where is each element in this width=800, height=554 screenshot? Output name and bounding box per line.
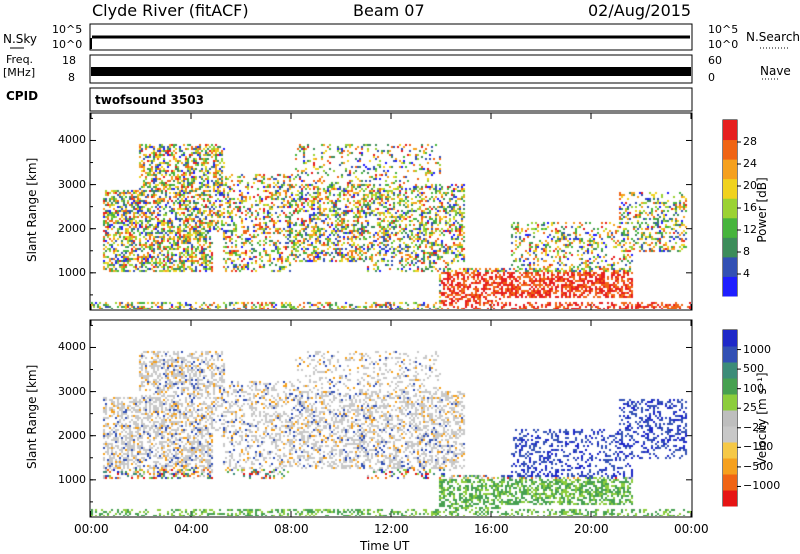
- cpid-panel-frame: [89, 87, 693, 112]
- velocity-colorbar-bin-7: [723, 378, 737, 395]
- date-title: 02/Aug/2015: [588, 1, 692, 20]
- xtick-label-5: 20:00: [574, 522, 609, 536]
- beam-title: Beam 07: [353, 1, 425, 20]
- power-colorbar-bin-4: [723, 198, 737, 219]
- velocity-colorbar-bin-8: [723, 362, 737, 379]
- power-colorbar-tick-8: 8: [743, 245, 750, 258]
- power-colorbar-bin-0: [723, 276, 737, 297]
- velocity-colorbar-tick-5: −100: [743, 440, 774, 454]
- xtick-label-2: 08:00: [274, 522, 309, 536]
- velocity-colorbar-bin-6: [723, 394, 737, 411]
- power-colorbar-label: Power [dB]: [755, 177, 769, 243]
- velocity-colorbar-tick-0: 1000: [743, 342, 771, 356]
- freq-trace: [91, 67, 691, 76]
- nsearch-tick-top: 10^5: [708, 23, 739, 36]
- velocity-colorbar-bin-3: [723, 442, 737, 459]
- xtick-label-1: 04:00: [174, 522, 209, 536]
- nsky-panel-frame: [89, 23, 693, 51]
- velocity-colorbar-tick-4: −25: [743, 420, 767, 434]
- power-colorbar-bin-2: [723, 237, 737, 258]
- power-colorbar-tick-24: 24: [743, 157, 757, 170]
- velocity-colorbar-bin-4: [723, 426, 737, 443]
- power-ylabel: Slant Range [km]: [25, 157, 39, 262]
- ytick-label-0-4000: 4000: [58, 133, 86, 147]
- ytick-label-1-4000: 4000: [58, 340, 86, 354]
- freq-tick-bottom: 8: [68, 71, 75, 84]
- cpid-value: twofsound 3503: [95, 93, 204, 107]
- ytick-label-1-2000: 2000: [58, 428, 86, 442]
- power-heatmap: [91, 114, 691, 309]
- velocity-colorbar-tick-6: −500: [743, 459, 774, 473]
- freq-label: Freq.: [6, 53, 34, 66]
- ytick-label-0-3000: 3000: [58, 177, 86, 191]
- power-colorbar-tick-16: 16: [743, 201, 757, 214]
- velocity-colorbar-bin-1: [723, 474, 737, 491]
- velocity-colorbar-bin-5: [723, 410, 737, 427]
- nsky-label: N.Sky: [3, 32, 38, 46]
- freq-panel-frame: [89, 54, 693, 84]
- xtick-label-3: 12:00: [374, 522, 409, 536]
- velocity-colorbar-bin-10: [723, 330, 737, 347]
- velocity-colorbar-tick-7: −1000: [743, 479, 781, 493]
- nsky-tick-bottom: 10^0: [52, 38, 83, 51]
- power-colorbar-bin-5: [723, 178, 737, 199]
- velocity-colorbar-bin-2: [723, 458, 737, 475]
- velocity-colorbar-tick-1: 500: [743, 362, 764, 376]
- power-colorbar-tick-20: 20: [743, 179, 757, 192]
- nave-tick-top: 60: [708, 54, 722, 67]
- ytick-label-1-1000: 1000: [58, 472, 86, 486]
- velocity-colorbar-tick-2: 100: [743, 381, 764, 395]
- power-colorbar-tick-4: 4: [743, 267, 750, 280]
- power-colorbar-tick-12: 12: [743, 223, 757, 236]
- velocity-heatmap: [91, 321, 691, 516]
- power-colorbar-tick-28: 28: [743, 135, 757, 148]
- ytick-label-1-3000: 3000: [58, 384, 86, 398]
- power-colorbar-bin-8: [723, 120, 737, 141]
- station-title: Clyde River (fitACF): [92, 1, 249, 20]
- xtick-label-6: 00:00: [674, 522, 709, 536]
- nave-tick-bottom: 0: [708, 71, 715, 84]
- xtick-label-0: 00:00: [74, 522, 109, 536]
- freq-tick-top: 18: [62, 54, 76, 67]
- freq-unit-label: [MHz]: [3, 66, 36, 79]
- ytick-label-0-1000: 1000: [58, 265, 86, 279]
- power-colorbar: [723, 120, 737, 297]
- velocity-colorbar-bin-9: [723, 346, 737, 363]
- power-colorbar-bin-3: [723, 217, 737, 238]
- nsearch-tick-bottom: 10^0: [708, 38, 739, 51]
- ytick-label-0-2000: 2000: [58, 221, 86, 235]
- power-colorbar-bin-7: [723, 139, 737, 160]
- cpid-label: CPID: [6, 89, 39, 103]
- velocity-colorbar: [723, 330, 737, 507]
- nave-label: Nave: [760, 64, 791, 78]
- nsearch-label: N.Search: [746, 30, 800, 44]
- power-colorbar-bin-1: [723, 256, 737, 277]
- velocity-ylabel: Slant Range [km]: [25, 364, 39, 469]
- xtick-label-4: 16:00: [474, 522, 509, 536]
- velocity-colorbar-bin-0: [723, 490, 737, 507]
- nsky-tick-top: 10^5: [52, 23, 83, 36]
- power-colorbar-bin-6: [723, 159, 737, 180]
- velocity-colorbar-tick-3: 25: [743, 401, 757, 415]
- x-axis-label: Time UT: [360, 539, 410, 553]
